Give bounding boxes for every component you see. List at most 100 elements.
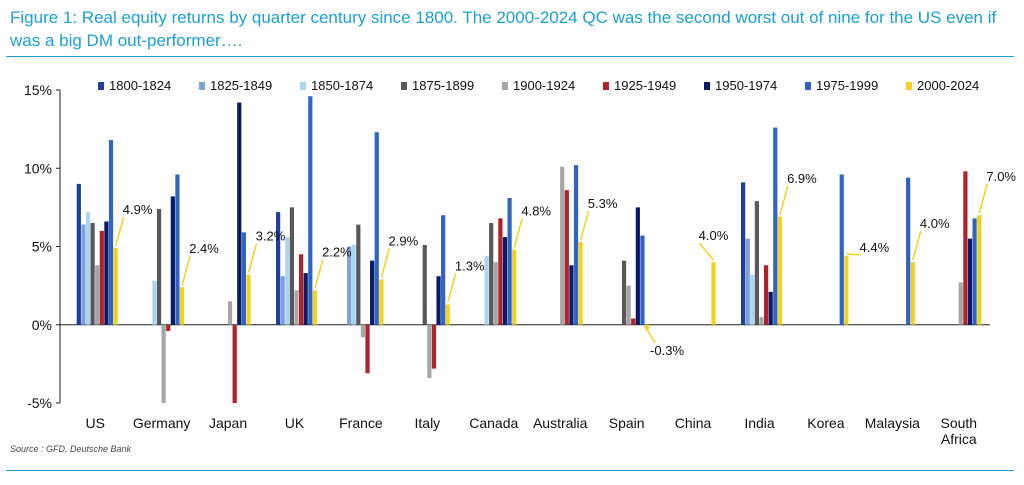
data-label: 4.9% [123,202,153,217]
x-tick-label: India [744,415,775,431]
data-label: 2.9% [389,233,419,248]
x-tick-label: Germany [133,415,191,431]
x-tick-label: US [85,415,104,431]
bar [502,237,508,325]
bar [422,244,427,325]
bar [246,274,251,325]
bar [108,140,114,325]
bar [640,235,645,325]
bar [489,223,494,325]
bar [626,285,631,325]
bar [569,265,574,325]
bar [303,273,308,325]
bar [764,265,769,325]
bar [644,324,650,330]
x-tick-label: Korea [807,415,845,431]
axes-layer: -5% 0% 5% 10% 15% US Germany Japan UK France Italy… [24,82,990,447]
x-tick-label: Italy [415,415,441,431]
label-leader [912,230,922,261]
bar [711,262,716,325]
label-leader [579,210,590,241]
x-tick-label: South Africa [940,415,977,447]
bar [379,279,384,325]
bar [81,224,86,325]
top-rule [6,56,1014,57]
x-tick-label: Malaysia [865,415,920,431]
label-leader [646,329,656,344]
label-leader [247,243,258,273]
data-label: 3.2% [256,229,286,244]
bar [289,207,294,325]
labels-layer: 4.9% 2.4% 3.2% 2.2% 2.9% 1.3% 4.8% 5.3% -0.3% 4.0… [114,169,1016,358]
bar [175,174,180,325]
bar [113,248,118,325]
bar [365,324,370,374]
bar [427,324,432,378]
bar [156,208,162,325]
bar [507,197,512,325]
bar [104,221,109,325]
bar [741,182,746,325]
bar [280,276,285,325]
bar [844,255,849,325]
bar [958,282,963,325]
legend-swatch [603,82,609,90]
x-tick-label: Japan [209,415,247,431]
source-note: Source : GFD, Deutsche Bank [10,444,132,454]
bar [967,238,973,325]
legend-swatch [401,82,407,90]
x-tick-label: Spain [609,415,645,431]
y-tick-label: 15% [24,82,52,98]
label-leader [114,216,125,247]
bar [227,301,233,325]
bar [237,102,242,325]
legend-swatch [300,82,306,90]
bar [773,127,778,325]
legend: 1800-1824 1825-1849 1850-1874 1875-1899 1900… [98,78,979,93]
data-label: 4.0% [920,216,950,231]
bar [906,177,911,325]
bar [768,291,773,325]
data-label: 2.2% [322,244,352,259]
bar [285,237,290,325]
data-label: 4.0% [699,228,729,243]
bar [241,232,246,325]
bar [493,262,498,325]
label-leader [698,242,715,261]
legend-label: 1825-1849 [210,78,272,93]
legend-swatch [199,82,205,90]
bar [484,255,489,325]
bar [90,223,95,325]
bar [560,166,565,325]
data-label: 4.8% [521,204,551,219]
bar [85,212,91,325]
bar [374,132,379,325]
y-tick-label: 0% [32,317,52,333]
bar [166,324,171,332]
bar [839,174,844,325]
bar [312,290,317,325]
x-tick-label: Australia [533,415,588,431]
x-tick-label: UK [285,415,305,431]
legend-swatch [906,82,912,90]
y-tick-label: -5% [27,395,52,411]
bar [76,183,81,325]
bar [963,171,968,325]
bar [299,254,304,325]
label-leader [513,218,523,248]
x-tick-label: Canada [469,415,518,431]
data-label: 6.9% [787,171,817,186]
bar [370,260,375,325]
legend-label: 1850-1874 [311,78,373,93]
legend-swatch [805,82,811,90]
bar [347,246,352,325]
legend-label: 2000-2024 [917,78,979,93]
legend-swatch [704,82,710,90]
data-label: -0.3% [650,343,684,358]
bar [360,324,366,338]
bar [573,165,579,325]
bar [977,215,982,325]
y-tick-label: 5% [32,239,52,255]
y-tick-label: 10% [24,160,52,176]
